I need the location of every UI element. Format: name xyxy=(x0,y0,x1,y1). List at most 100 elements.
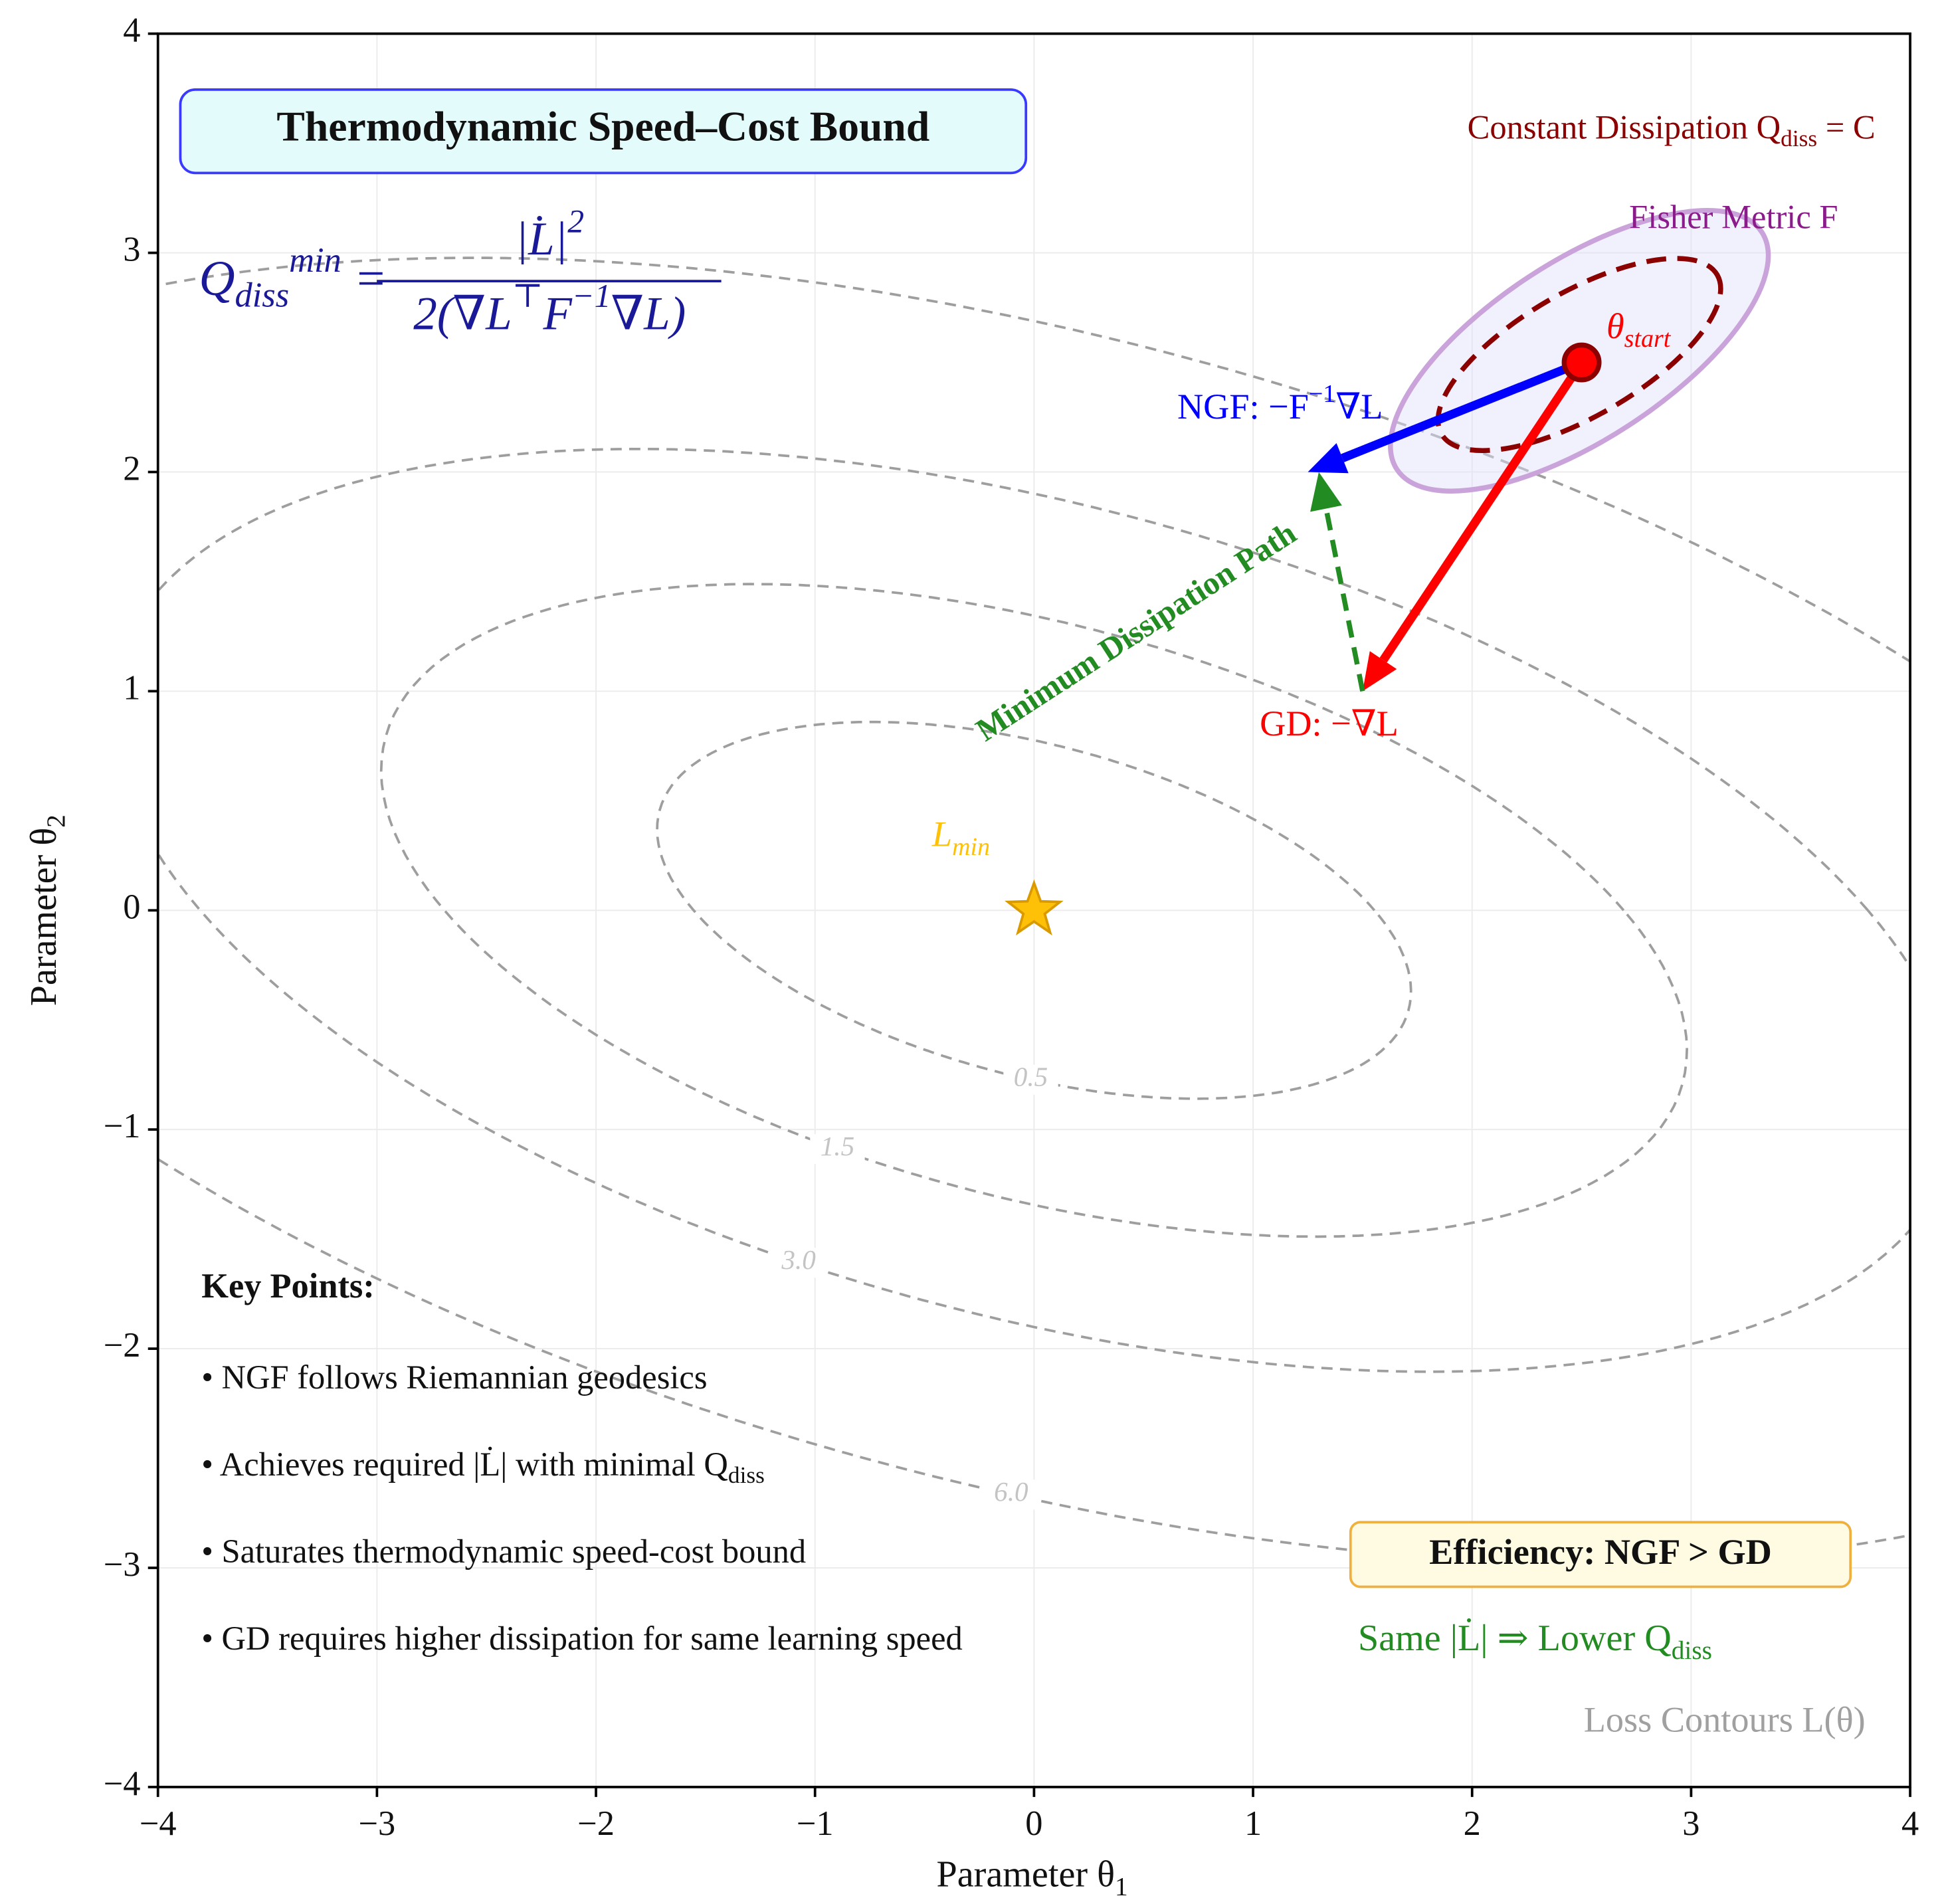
text-part: F xyxy=(1289,387,1309,427)
text-part: Q xyxy=(1757,108,1781,145)
y-tick-label: 2 xyxy=(123,450,140,488)
arrow-shaft xyxy=(1379,359,1586,663)
contour-label-bg xyxy=(983,1479,1039,1510)
text-part: • GD requires higher dissipation for sam… xyxy=(201,1620,963,1657)
contour-legend: Loss Contours L(θ) xyxy=(1584,1700,1866,1740)
text-part: 1 xyxy=(1115,1871,1128,1901)
key-point: • Saturates thermodynamic speed-cost bou… xyxy=(201,1532,806,1569)
arrow-label: GD: −∇L xyxy=(1260,704,1399,744)
text-part: min xyxy=(952,833,990,861)
point-label: θstart xyxy=(1606,306,1672,353)
text-part: min xyxy=(289,241,341,280)
text-part: diss xyxy=(1781,125,1817,151)
key-point: • Achieves required |L̇| with minimal Qd… xyxy=(201,1445,765,1488)
constant-label: Constant Dissipation Qdiss = C xyxy=(1468,108,1876,151)
x-tick-label: 2 xyxy=(1464,1804,1481,1843)
formula-lhs: Qdissmin = xyxy=(199,241,387,314)
text-part: Fisher Metric xyxy=(1629,198,1819,235)
text-part: θ xyxy=(1606,306,1624,346)
chart-title: Thermodynamic Speed–Cost Bound xyxy=(276,102,929,149)
text-part: −1 xyxy=(1309,380,1335,408)
formula-denominator: 2(∇L⊤F−1∇L) xyxy=(413,278,686,339)
text-part: Loss Contours L(θ) xyxy=(1584,1700,1866,1740)
text-part: |L̇| xyxy=(516,213,568,265)
y-axis-label: Parameter θ2 xyxy=(23,814,70,1006)
grid: −4 −3 −2 −1 0 1 2 3 4 −4 −3 −2 −1 0 1 2 3 4 xyxy=(104,11,1919,1843)
text-part: 2(∇L xyxy=(413,288,512,340)
formula-numerator: |L̇|2 xyxy=(516,203,585,265)
y-tick-label: 1 xyxy=(123,668,140,707)
text-part: 2 xyxy=(567,203,584,240)
efficiency-note: Same |L̇| ⇒ Lower Qdiss xyxy=(1358,1617,1712,1665)
text-part: = xyxy=(341,251,387,306)
x-tick-label: −1 xyxy=(797,1804,834,1843)
key-points-title: Key Points: xyxy=(201,1267,375,1305)
contour-label-bg xyxy=(771,1248,826,1278)
text-part: Same |L̇| ⇒ Lower Q xyxy=(1358,1617,1672,1659)
text-part: NGF: − xyxy=(1177,387,1289,427)
text-part: ⊤ xyxy=(512,278,543,314)
arrow-head xyxy=(1308,443,1349,474)
arrow-shaft xyxy=(1341,358,1584,462)
x-tick-label: −3 xyxy=(359,1804,396,1843)
y-tick-label: 4 xyxy=(123,11,140,50)
text-part: Q xyxy=(199,251,235,306)
text-part: ∇L xyxy=(1335,387,1383,427)
plot-frame xyxy=(156,32,1911,1788)
contour-line xyxy=(157,256,1911,1565)
y-tick-label: 0 xyxy=(123,888,140,926)
arrow-head xyxy=(1362,651,1397,692)
y-tick-label: −2 xyxy=(104,1326,141,1365)
contour-label-bg xyxy=(1003,1064,1058,1095)
point-label: Lmin xyxy=(931,814,990,861)
text-part: • Saturates thermodynamic speed-cost bou… xyxy=(201,1532,806,1569)
x-tick-label: 0 xyxy=(1025,1804,1042,1843)
y-tick-label: −3 xyxy=(104,1545,141,1584)
point-marker xyxy=(1005,879,1064,936)
x-axis-label: Parameter θ1 xyxy=(937,1854,1128,1901)
x-tick-label: 1 xyxy=(1244,1804,1262,1843)
y-tick-label: −4 xyxy=(104,1764,141,1803)
text-part: start xyxy=(1624,325,1672,353)
key-point: • NGF follows Riemannian geodesics xyxy=(201,1358,707,1395)
text-part: 2 xyxy=(41,814,70,828)
efficiency-box xyxy=(1349,1521,1852,1588)
arrow-head xyxy=(1310,472,1342,512)
text-part: L xyxy=(931,814,952,854)
text-part: −1 xyxy=(572,278,611,314)
text-part: = C xyxy=(1817,108,1875,145)
x-tick-label: −2 xyxy=(577,1804,615,1843)
text-part: GD: −∇L xyxy=(1260,704,1399,744)
contours: 0.5 1.5 3.0 6.0 xyxy=(157,256,1911,1565)
contour-line xyxy=(157,447,1911,1373)
text-part: Constant Dissipation xyxy=(1468,108,1757,145)
text-part: Parameter θ xyxy=(937,1854,1115,1895)
arrow-shaft xyxy=(1323,508,1365,692)
point-marker xyxy=(1561,342,1602,383)
arrow-label: NGF: −F−1∇L xyxy=(1177,380,1383,427)
text-part: ∇L) xyxy=(611,288,686,340)
contour-line xyxy=(656,720,1412,1100)
text-part: diss xyxy=(728,1462,765,1488)
text-part: diss xyxy=(235,276,290,314)
text-part: • Achieves required |L̇| with minimal Q xyxy=(201,1445,728,1482)
contour-label: 3.0 xyxy=(781,1244,816,1275)
title-box xyxy=(179,88,1028,175)
text-part: F xyxy=(543,288,573,340)
fisher-label: Fisher Metric F xyxy=(1629,198,1838,235)
x-tick-label: 3 xyxy=(1682,1804,1699,1843)
text-part: Parameter θ xyxy=(23,828,64,1006)
y-tick-label: −1 xyxy=(104,1107,141,1145)
contour-label: 6.0 xyxy=(994,1476,1028,1507)
contour-label-bg xyxy=(810,1134,865,1165)
y-tick-label: 3 xyxy=(123,231,140,269)
text-part: F xyxy=(1819,198,1838,235)
efficiency-label: Efficiency: NGF > GD xyxy=(1429,1532,1772,1572)
key-point: • GD requires higher dissipation for sam… xyxy=(201,1620,963,1657)
x-tick-label: 4 xyxy=(1901,1804,1919,1843)
x-tick-label: −4 xyxy=(140,1804,177,1843)
contour-label: 1.5 xyxy=(821,1131,854,1161)
